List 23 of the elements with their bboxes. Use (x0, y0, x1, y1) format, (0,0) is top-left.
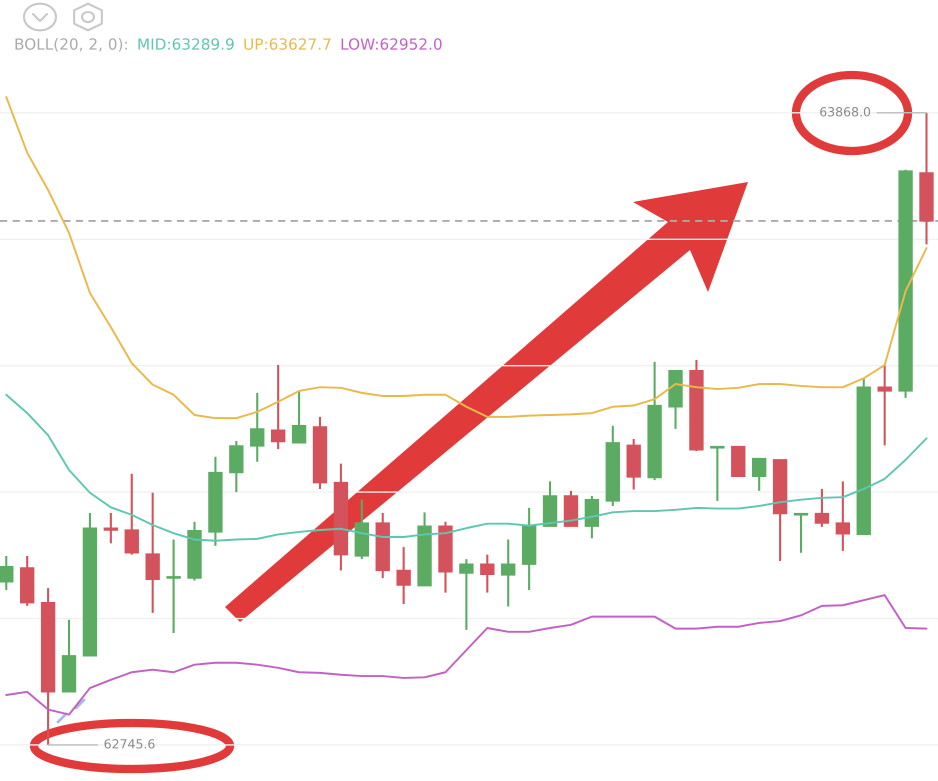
annotation: 63868.0 (820, 107, 870, 116)
candlestick (0, 554, 14, 592)
candlestick (104, 512, 118, 544)
candlestick (836, 480, 850, 552)
candlestick (480, 554, 494, 594)
candlestick (710, 446, 725, 502)
text: LOW:62952.0 (342, 38, 442, 50)
candlestick (814, 488, 830, 528)
candlestick (124, 472, 139, 556)
legend-title: BOLL(20, 2, 0): (16, 38, 127, 52)
candlestick (292, 390, 306, 444)
candlestick (459, 558, 474, 631)
candlestick (877, 364, 892, 446)
text: MID:63289.9 (138, 38, 234, 50)
candlestick (250, 392, 264, 463)
candlestick (752, 458, 766, 492)
text: UP:63627.7 (244, 38, 330, 50)
candlestick (501, 538, 516, 608)
candlestick (270, 364, 286, 450)
candlestick (396, 546, 411, 606)
candlestick (166, 538, 181, 634)
candlestick (794, 512, 808, 554)
annotation: 62745.6 (104, 739, 155, 749)
